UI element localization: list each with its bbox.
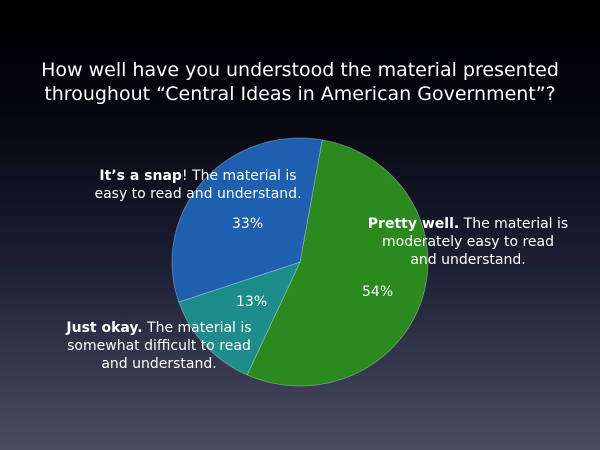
chart-title: How well have you understood the materia… — [20, 58, 580, 106]
caption-snap-line-1: easy to read and understand. — [94, 186, 302, 202]
caption-snap-bold: It’s a snap — [99, 168, 182, 184]
chart-title-line-2: throughout “Central Ideas in American Go… — [44, 83, 556, 105]
caption-pretty-well-bold: Pretty well. — [367, 216, 460, 232]
pct-label-just-okay: 13% — [236, 294, 268, 310]
caption-snap: It’s a snap! The material is easy to rea… — [80, 167, 316, 203]
pct-label-pretty-well: 54% — [362, 284, 394, 300]
pie-slice-snap — [171, 137, 323, 303]
caption-just-okay: Just okay. The material is somewhat diff… — [44, 319, 274, 373]
caption-pretty-well-line-1: moderately easy to read — [381, 234, 555, 250]
caption-pretty-well-line-2: and understand. — [410, 252, 526, 268]
pie-slice-just_okay — [178, 261, 301, 376]
caption-pretty-well: Pretty well. The material is moderately … — [352, 215, 584, 269]
chart-title-line-1: How well have you understood the materia… — [41, 59, 559, 81]
caption-snap-rest: ! The material is — [181, 168, 297, 184]
caption-just-okay-bold: Just okay. — [66, 320, 143, 336]
pct-label-snap: 33% — [232, 216, 264, 232]
caption-just-okay-line-2: and understand. — [101, 356, 217, 372]
caption-just-okay-line-1: somewhat difficult to read — [67, 338, 251, 354]
caption-just-okay-rest: The material is — [142, 320, 252, 336]
caption-pretty-well-rest: The material is — [459, 216, 569, 232]
pie-slice-pretty_well — [246, 139, 429, 387]
